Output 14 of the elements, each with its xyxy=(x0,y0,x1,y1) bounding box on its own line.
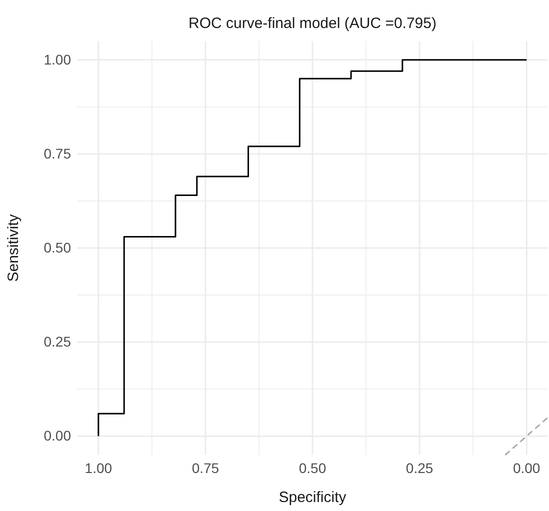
y-tick-label: 0.00 xyxy=(44,428,72,444)
y-axis-title: Sensitivity xyxy=(5,214,22,282)
x-tick-label: 0.25 xyxy=(406,460,434,476)
chart-title: ROC curve-final model (AUC =0.795) xyxy=(188,15,437,32)
x-tick-label: 0.50 xyxy=(298,460,326,476)
x-tick-label: 1.00 xyxy=(84,460,112,476)
x-tick-label: 0.00 xyxy=(512,460,540,476)
y-tick-label: 0.25 xyxy=(44,334,72,350)
x-axis-title: Specificity xyxy=(278,489,347,506)
y-tick-label: 0.75 xyxy=(44,145,72,162)
line-series xyxy=(98,59,528,437)
y-tick-label: 1.00 xyxy=(44,51,72,68)
y-tick-label: 0.50 xyxy=(44,239,72,256)
x-tick-label: 0.75 xyxy=(192,460,220,476)
